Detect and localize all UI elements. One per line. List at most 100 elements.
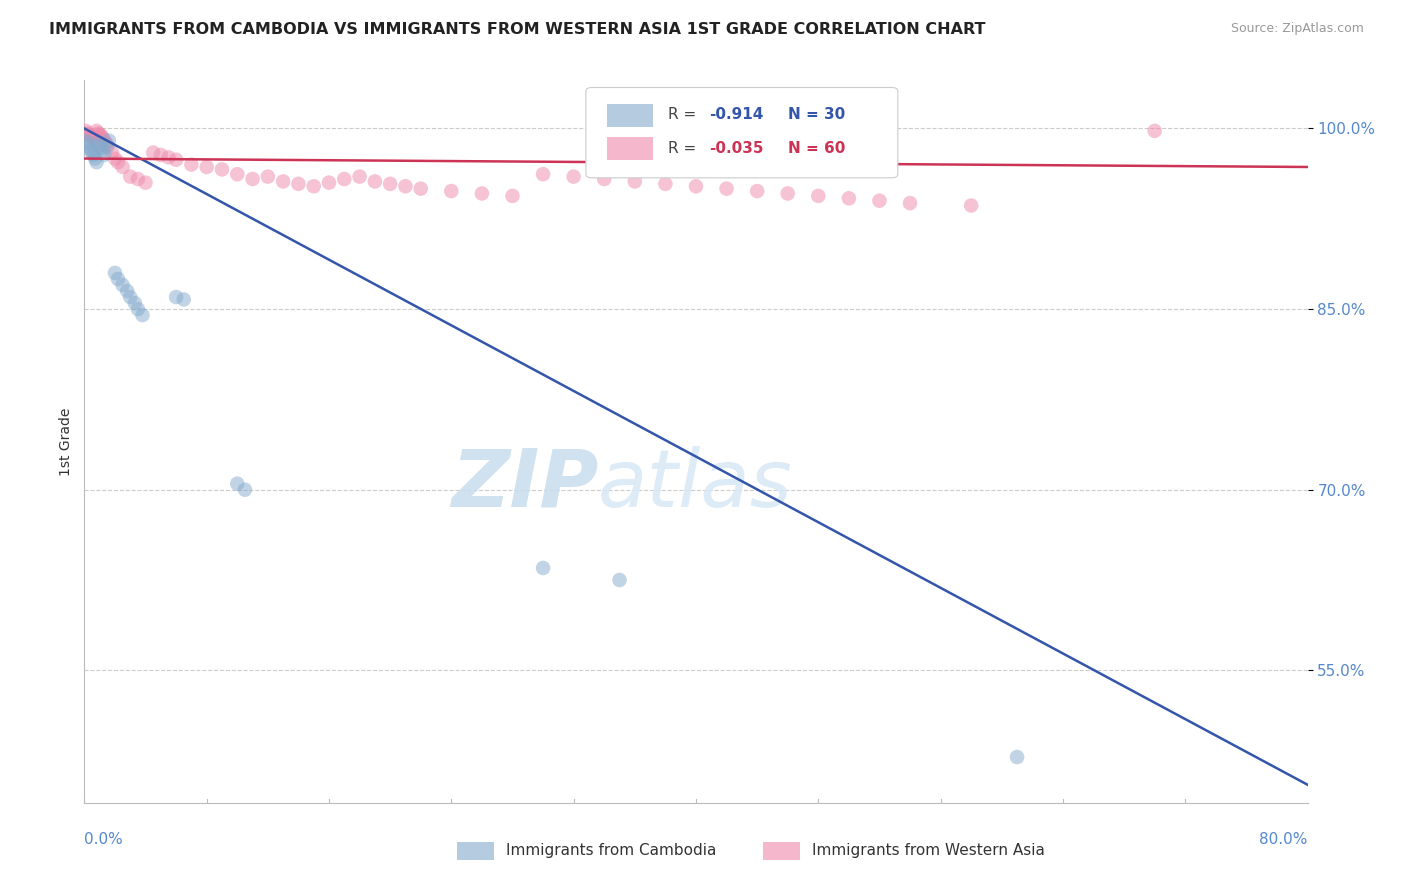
Point [96,139,118,153]
FancyBboxPatch shape [586,87,898,178]
Point [115,284,138,298]
Point [80,129,103,144]
Point [394,179,416,194]
Point [104,266,127,280]
Point [87,136,110,150]
Point [195,160,218,174]
Point [101,145,124,160]
Point [165,153,187,167]
Point [318,176,340,190]
Text: R =: R = [668,141,702,156]
Point [654,177,676,191]
Point [93,148,115,162]
Text: IMMIGRANTS FROM CAMBODIA VS IMMIGRANTS FROM WESTERN ASIA 1ST GRADE CORRELATION C: IMMIGRANTS FROM CAMBODIA VS IMMIGRANTS F… [49,22,986,37]
Point [593,172,616,186]
Point [91,131,114,145]
Point [89,128,111,142]
Point [157,150,180,164]
Text: atlas: atlas [598,446,793,524]
Point [96,138,118,153]
Point [79,143,101,157]
Point [75,133,97,147]
Point [104,152,127,166]
Point [609,573,631,587]
Point [76,126,98,140]
Point [149,148,172,162]
Point [90,141,112,155]
Point [211,162,233,177]
Point [624,174,647,188]
Text: Source: ZipAtlas.com: Source: ZipAtlas.com [1230,22,1364,36]
Point [111,160,134,174]
Bar [606,104,654,128]
Point [93,133,115,147]
Point [271,174,294,188]
Text: -0.035: -0.035 [710,141,763,156]
Point [127,172,149,186]
Point [87,126,110,140]
Point [86,124,108,138]
Point [960,198,983,212]
Point [531,167,554,181]
Point [233,483,256,497]
Point [747,184,769,198]
Text: N = 30: N = 30 [787,107,845,122]
Point [111,278,134,293]
Text: Immigrants from Cambodia: Immigrants from Cambodia [506,843,717,858]
Point [1005,750,1028,764]
Text: -0.914: -0.914 [710,107,763,122]
Point [86,155,108,169]
Point [84,133,107,147]
Point [124,296,146,310]
Point [83,148,105,162]
Bar [457,842,494,860]
Text: R =: R = [668,107,702,122]
Point [120,290,142,304]
Bar [763,842,800,860]
Point [685,179,707,194]
Point [838,191,860,205]
Text: N = 60: N = 60 [787,141,845,156]
Point [127,301,149,317]
Point [83,131,105,145]
Point [165,290,187,304]
Point [91,143,114,157]
Point [869,194,891,208]
Point [97,133,120,147]
Point [1143,124,1166,138]
Point [242,172,264,186]
Point [107,155,129,169]
Point [77,128,100,142]
Text: Immigrants from Western Asia: Immigrants from Western Asia [813,843,1045,858]
Point [173,293,195,307]
Point [349,169,371,184]
Point [76,136,98,150]
Point [80,145,103,160]
Point [180,158,202,172]
Point [94,136,117,150]
Point [440,184,463,198]
Point [898,196,921,211]
Point [226,167,249,181]
Point [333,172,356,186]
Point [716,182,738,196]
Point [302,179,325,194]
Text: 0.0%: 0.0% [84,831,124,847]
Point [90,128,112,143]
Text: ZIP: ZIP [451,446,598,524]
Text: 80.0%: 80.0% [1260,831,1308,847]
Point [120,169,142,184]
Point [89,138,111,153]
Point [257,169,280,184]
Point [107,272,129,286]
Point [776,186,799,201]
Point [409,182,432,196]
Point [75,124,97,138]
Point [531,561,554,575]
Bar [606,137,654,161]
Point [502,189,524,203]
Point [226,476,249,491]
Point [287,177,309,191]
Y-axis label: 1st Grade: 1st Grade [59,408,73,475]
Point [135,176,157,190]
